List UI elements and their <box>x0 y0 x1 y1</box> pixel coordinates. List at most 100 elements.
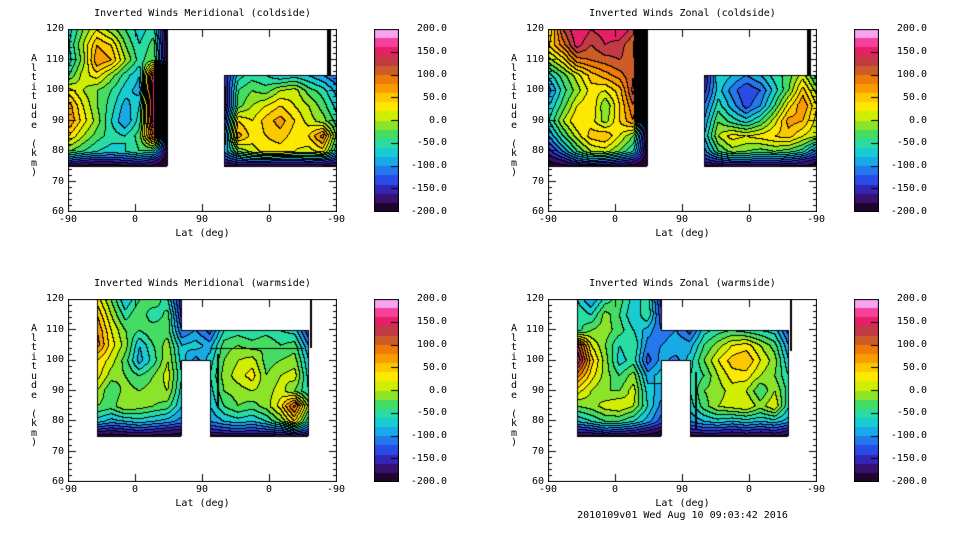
x-axis-label: Lat (deg) <box>175 498 230 509</box>
colorbar-tick-label: -200.0 <box>890 206 927 217</box>
colorbar-tick-label: -100.0 <box>890 430 927 442</box>
colorbar-tick-label: 150.0 <box>416 315 447 327</box>
colorbar-tick-label: -200.0 <box>410 476 447 487</box>
contour-plot <box>548 299 817 482</box>
panel-meridional-warmside: Inverted Winds Meridional (warmside) A l… <box>0 270 480 540</box>
y-tick-label: 60 <box>51 476 64 487</box>
y-tick-label: 100 <box>525 354 544 365</box>
colorbar-tick-label: 200.0 <box>896 293 927 304</box>
colorbar <box>854 299 879 482</box>
x-tick-label: 90 <box>195 484 209 495</box>
y-tick-label: 100 <box>45 84 64 95</box>
y-axis-label: A l t i t u d e ( k m ) <box>30 53 38 178</box>
x-tick-label: -90 <box>538 484 558 495</box>
colorbar <box>374 29 399 212</box>
y-tick-label: 120 <box>525 23 544 34</box>
panel-zonal-coldside: Inverted Winds Zonal (coldside) A l t i … <box>480 0 960 270</box>
contour-plot <box>68 29 337 212</box>
colorbar-tick-label: -100.0 <box>410 430 447 442</box>
y-tick-label: 120 <box>525 293 544 304</box>
x-tick-label: -90 <box>806 214 826 225</box>
y-tick-label: 100 <box>45 354 64 365</box>
colorbar-tick-label: 50.0 <box>422 361 447 373</box>
x-tick-label: -90 <box>58 214 78 225</box>
colorbar-tick-label: 100.0 <box>416 68 447 80</box>
colorbar-tick-label: 200.0 <box>416 293 447 304</box>
colorbar-tick-label: 50.0 <box>902 361 927 373</box>
y-tick-label: 70 <box>531 445 544 457</box>
panel-meridional-coldside: Inverted Winds Meridional (coldside) A l… <box>0 0 480 270</box>
y-tick-label: 110 <box>45 53 64 65</box>
x-tick-label: 0 <box>265 484 273 495</box>
colorbar-tick-label: -100.0 <box>890 160 927 172</box>
x-tick-label: 0 <box>131 214 139 225</box>
y-tick-label: 70 <box>531 175 544 187</box>
colorbar-tick-label: -150.0 <box>410 183 447 195</box>
x-tick-label: 0 <box>745 214 753 225</box>
plot-title: Inverted Winds Zonal (warmside) <box>589 278 776 289</box>
panel-zonal-warmside: Inverted Winds Zonal (warmside) A l t i … <box>480 270 960 540</box>
y-axis-label: A l t i t u d e ( k m ) <box>510 323 518 448</box>
colorbar-tick-label: 200.0 <box>416 23 447 34</box>
x-tick-label: -90 <box>538 214 558 225</box>
x-tick-label: 0 <box>745 484 753 495</box>
y-tick-label: 100 <box>525 84 544 95</box>
colorbar-tick-label: 100.0 <box>896 68 927 80</box>
contour-plot <box>548 29 817 212</box>
y-tick-label: 80 <box>51 145 64 156</box>
y-tick-label: 70 <box>51 445 64 457</box>
colorbar-tick-label: -50.0 <box>416 137 447 149</box>
colorbar-tick-label: 150.0 <box>896 315 927 327</box>
y-tick-label: 110 <box>525 323 544 335</box>
colorbar-tick-label: -50.0 <box>896 407 927 419</box>
colorbar-tick-label: -50.0 <box>416 407 447 419</box>
plot-title: Inverted Winds Zonal (coldside) <box>589 8 776 19</box>
y-tick-label: 90 <box>531 114 544 126</box>
y-tick-label: 120 <box>45 293 64 304</box>
x-tick-label: 0 <box>265 214 273 225</box>
colorbar-tick-label: -50.0 <box>896 137 927 149</box>
x-axis-label: Lat (deg) <box>655 228 710 239</box>
y-tick-label: 80 <box>531 145 544 156</box>
colorbar <box>374 299 399 482</box>
colorbar-tick-label: 100.0 <box>416 338 447 350</box>
colorbar-tick-label: -150.0 <box>890 183 927 195</box>
colorbar-tick-label: 200.0 <box>896 23 927 34</box>
x-tick-label: 90 <box>675 484 689 495</box>
y-axis-label: A l t i t u d e ( k m ) <box>510 53 518 178</box>
colorbar-tick-label: 50.0 <box>422 91 447 103</box>
colorbar-tick-label: 100.0 <box>896 338 927 350</box>
colorbar-tick-label: 150.0 <box>896 45 927 57</box>
colorbar <box>854 29 879 212</box>
colorbar-tick-label: 0.0 <box>908 384 927 396</box>
colorbar-tick-label: 150.0 <box>416 45 447 57</box>
colorbar-tick-label: -200.0 <box>890 476 927 487</box>
y-tick-label: 110 <box>525 53 544 65</box>
y-tick-label: 120 <box>45 23 64 34</box>
x-tick-label: 0 <box>131 484 139 495</box>
x-tick-label: 90 <box>195 214 209 225</box>
colorbar-tick-label: 0.0 <box>428 384 447 396</box>
x-tick-label: -90 <box>58 484 78 495</box>
y-tick-label: 80 <box>51 415 64 426</box>
y-tick-label: 60 <box>531 476 544 487</box>
colorbar-tick-label: -150.0 <box>890 453 927 465</box>
colorbar-tick-label: -100.0 <box>410 160 447 172</box>
colorbar-tick-label: -200.0 <box>410 206 447 217</box>
x-axis-label: Lat (deg) <box>175 228 230 239</box>
x-tick-label: -90 <box>806 484 826 495</box>
y-tick-label: 70 <box>51 175 64 187</box>
x-axis-label: Lat (deg) <box>655 498 710 509</box>
colorbar-tick-label: 50.0 <box>902 91 927 103</box>
contour-plot <box>68 299 337 482</box>
plot-title: Inverted Winds Meridional (warmside) <box>94 278 311 289</box>
y-axis-label: A l t i t u d e ( k m ) <box>30 323 38 448</box>
y-tick-label: 90 <box>51 384 64 396</box>
y-tick-label: 90 <box>51 114 64 126</box>
y-tick-label: 90 <box>531 384 544 396</box>
x-tick-label: 0 <box>611 214 619 225</box>
x-tick-label: 90 <box>675 214 689 225</box>
colorbar-tick-label: 0.0 <box>428 114 447 126</box>
y-tick-label: 110 <box>45 323 64 335</box>
